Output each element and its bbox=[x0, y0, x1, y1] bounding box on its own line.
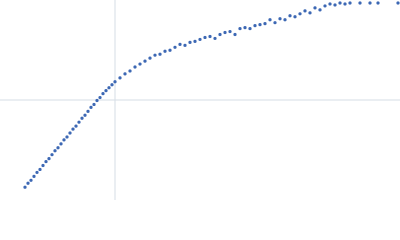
point bbox=[74, 124, 78, 128]
point bbox=[113, 80, 117, 84]
point bbox=[188, 40, 192, 44]
point bbox=[32, 174, 36, 178]
point bbox=[128, 69, 132, 73]
point bbox=[248, 26, 252, 31]
point bbox=[308, 11, 312, 15]
point bbox=[318, 8, 322, 12]
point bbox=[283, 18, 287, 22]
point bbox=[50, 153, 54, 157]
point bbox=[218, 32, 222, 37]
point bbox=[77, 120, 81, 124]
point bbox=[213, 36, 217, 41]
point bbox=[89, 105, 93, 109]
point bbox=[101, 92, 105, 96]
point bbox=[56, 146, 60, 150]
point bbox=[273, 21, 277, 25]
point bbox=[228, 29, 232, 34]
point bbox=[298, 12, 302, 16]
point bbox=[41, 163, 45, 168]
point bbox=[138, 62, 142, 66]
point bbox=[65, 135, 69, 139]
point bbox=[158, 52, 162, 56]
point bbox=[313, 6, 317, 10]
point bbox=[293, 15, 297, 19]
point bbox=[80, 116, 84, 120]
point bbox=[343, 2, 347, 6]
point bbox=[104, 89, 108, 93]
point bbox=[198, 37, 202, 42]
point bbox=[358, 1, 362, 5]
point bbox=[278, 17, 282, 21]
point bbox=[133, 65, 137, 69]
point bbox=[288, 14, 292, 18]
point bbox=[183, 43, 187, 47]
point bbox=[62, 138, 66, 142]
point bbox=[243, 25, 247, 30]
point bbox=[396, 1, 400, 5]
point bbox=[208, 34, 212, 39]
point bbox=[92, 102, 96, 107]
point bbox=[53, 149, 57, 153]
point bbox=[110, 83, 114, 87]
point bbox=[238, 26, 242, 31]
point bbox=[98, 95, 102, 100]
point bbox=[26, 181, 30, 185]
point bbox=[263, 22, 267, 26]
point bbox=[71, 127, 75, 131]
point bbox=[303, 9, 307, 13]
point bbox=[95, 98, 99, 103]
point bbox=[333, 3, 337, 7]
point bbox=[35, 170, 39, 175]
point bbox=[233, 32, 237, 37]
point bbox=[223, 30, 227, 35]
point bbox=[323, 4, 327, 8]
point bbox=[163, 49, 167, 53]
point bbox=[338, 1, 342, 5]
point bbox=[143, 59, 147, 63]
chart bbox=[0, 0, 400, 200]
point bbox=[203, 35, 207, 40]
point bbox=[107, 86, 111, 90]
point bbox=[178, 42, 182, 46]
point bbox=[38, 167, 42, 172]
point bbox=[376, 1, 380, 5]
point bbox=[83, 113, 87, 117]
point bbox=[328, 2, 332, 6]
point bbox=[153, 53, 157, 57]
point bbox=[173, 45, 177, 49]
point bbox=[268, 18, 272, 22]
point bbox=[59, 142, 63, 146]
point bbox=[193, 39, 197, 43]
point bbox=[47, 157, 51, 161]
point bbox=[368, 1, 372, 5]
point bbox=[86, 109, 90, 113]
point bbox=[258, 23, 262, 27]
point bbox=[253, 24, 257, 28]
point bbox=[348, 1, 352, 5]
point bbox=[29, 178, 33, 182]
point bbox=[123, 72, 127, 76]
point bbox=[44, 159, 48, 164]
point bbox=[23, 185, 27, 189]
point bbox=[68, 131, 72, 135]
point bbox=[148, 56, 152, 60]
point bbox=[168, 48, 172, 52]
point bbox=[118, 76, 122, 80]
